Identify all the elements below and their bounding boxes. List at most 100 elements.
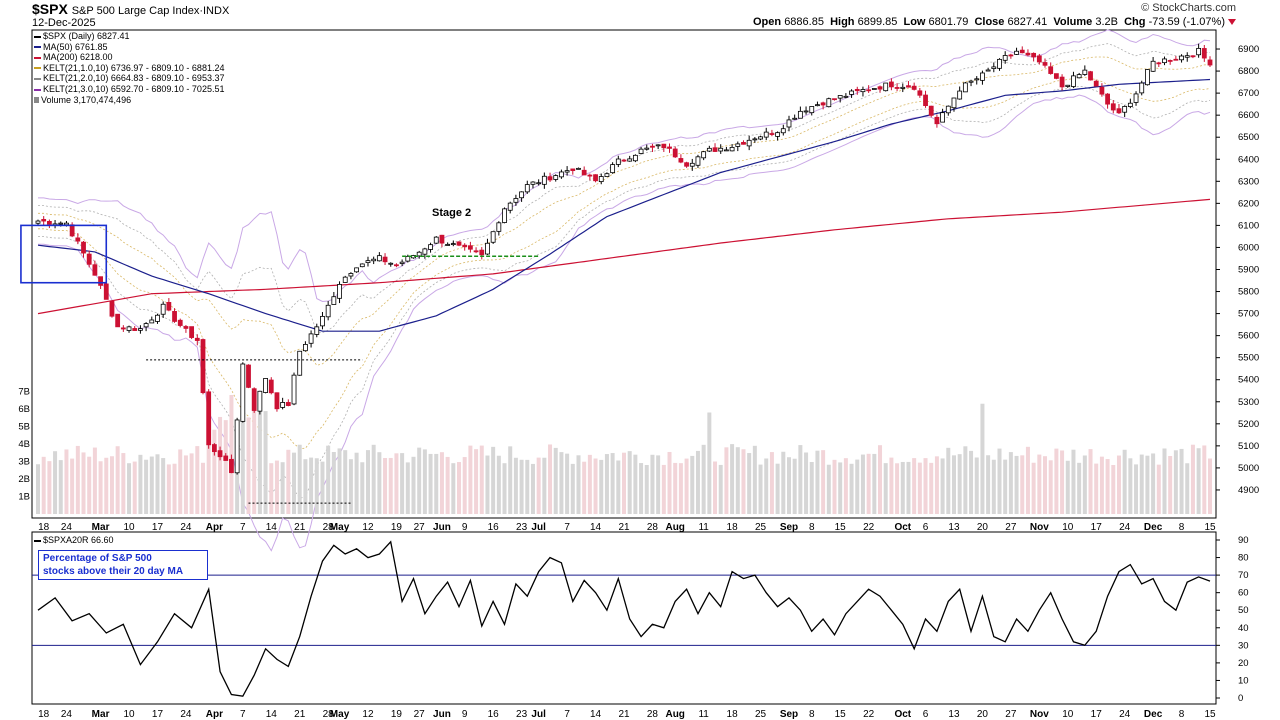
candle-body: [917, 90, 923, 96]
candle-body: [268, 379, 274, 394]
index-name: S&P 500 Large Cap Index: [71, 5, 200, 17]
candle-body: [41, 219, 47, 222]
candle: [342, 275, 348, 283]
candle-body: [1088, 71, 1093, 81]
candle-body: [217, 450, 223, 458]
candle: [268, 377, 274, 395]
candle: [354, 267, 360, 273]
candle: [1122, 105, 1128, 117]
candle: [183, 324, 189, 333]
volume-bar: [1048, 460, 1053, 514]
volume-bar: [1060, 450, 1065, 514]
candle-body: [1065, 84, 1071, 87]
volume-bar: [166, 464, 171, 514]
candle-body: [530, 181, 536, 185]
candle-body: [439, 234, 445, 244]
x-tick-label-lower: 17: [1091, 709, 1103, 720]
price-tick-label: 5300: [1238, 397, 1259, 408]
volume-bar: [690, 455, 695, 514]
legend-ma200: MA(200) 6218.00: [34, 52, 224, 63]
candle: [371, 256, 377, 265]
price-tick-label: 6700: [1238, 88, 1259, 99]
x-tick-label-lower: 18: [727, 709, 739, 720]
volume-label: Volume: [1053, 16, 1093, 28]
volume-bar: [274, 460, 279, 514]
candle-body: [371, 258, 377, 262]
volume-bar: [747, 453, 752, 514]
candle-body: [462, 244, 468, 248]
volume-bar: [206, 424, 211, 514]
candle: [815, 101, 820, 107]
candle-body: [263, 378, 268, 393]
candle: [888, 78, 894, 91]
lower-panel-title: $SPXA20R 66.60: [34, 535, 114, 545]
candle-body: [513, 198, 519, 203]
candle: [1065, 84, 1071, 88]
volume-bar: [587, 454, 592, 514]
candle-body: [837, 95, 843, 99]
x-tick-label-lower: Aug: [665, 709, 684, 720]
candle-body: [450, 243, 456, 245]
candle: [780, 124, 786, 136]
volume-bar: [758, 464, 763, 514]
candle-body: [1025, 52, 1031, 56]
candle: [570, 168, 576, 175]
candle-body: [280, 402, 286, 408]
candle: [547, 172, 553, 182]
x-tick-label-lower: 28: [323, 709, 335, 720]
volume-bar: [900, 461, 905, 514]
candle-body: [763, 131, 769, 138]
candle-body: [581, 169, 587, 176]
candle: [1167, 59, 1173, 65]
candle-body: [718, 147, 724, 152]
volume-bar: [1043, 456, 1048, 514]
volume-bar: [855, 459, 860, 514]
volume-bar: [127, 463, 132, 514]
candle: [832, 98, 837, 101]
candle: [849, 89, 854, 98]
candle-body: [234, 419, 240, 474]
volume-bar: [895, 463, 900, 514]
candle-body: [928, 105, 934, 116]
candle-body: [359, 263, 365, 268]
legend-swatch-icon: [34, 78, 41, 80]
candle: [348, 272, 354, 280]
candle: [945, 105, 951, 116]
candle-body: [758, 136, 763, 140]
volume-bar: [1099, 456, 1104, 514]
price-tick-label: 5900: [1238, 264, 1259, 275]
volume-tick-label: 2B: [18, 474, 30, 485]
x-tick-label: 22: [863, 522, 875, 533]
candle-body: [997, 58, 1002, 69]
volume-bar: [383, 457, 388, 514]
volume-bar: [633, 454, 638, 514]
volume-bar: [1082, 455, 1087, 514]
candle-body: [1036, 55, 1042, 63]
breadth-tick-label: 70: [1238, 570, 1249, 581]
candle-body: [1173, 58, 1179, 61]
candle: [661, 143, 667, 152]
price-tick-label: 6100: [1238, 220, 1259, 231]
candle-body: [650, 145, 655, 148]
volume-bar: [434, 453, 439, 514]
candle-body: [1093, 80, 1099, 87]
volume-bar: [303, 459, 308, 514]
candle-body: [138, 328, 143, 331]
candle-body: [888, 81, 894, 88]
volume-bar: [530, 463, 535, 514]
volume-bar: [599, 459, 604, 514]
candle: [860, 86, 866, 97]
candle-body: [126, 326, 132, 331]
candle-body: [172, 311, 177, 322]
volume-bar: [320, 461, 325, 514]
candle-body: [974, 78, 980, 81]
volume-bar: [53, 451, 58, 514]
volume-bar: [491, 446, 496, 514]
candle: [462, 243, 468, 251]
candle: [52, 220, 58, 229]
candle: [712, 143, 718, 152]
candle: [1082, 65, 1088, 76]
price-legend: $SPX (Daily) 6827.41 MA(50) 6761.85 MA(2…: [34, 31, 224, 105]
volume-bar: [872, 453, 877, 514]
candle-body: [365, 260, 371, 263]
